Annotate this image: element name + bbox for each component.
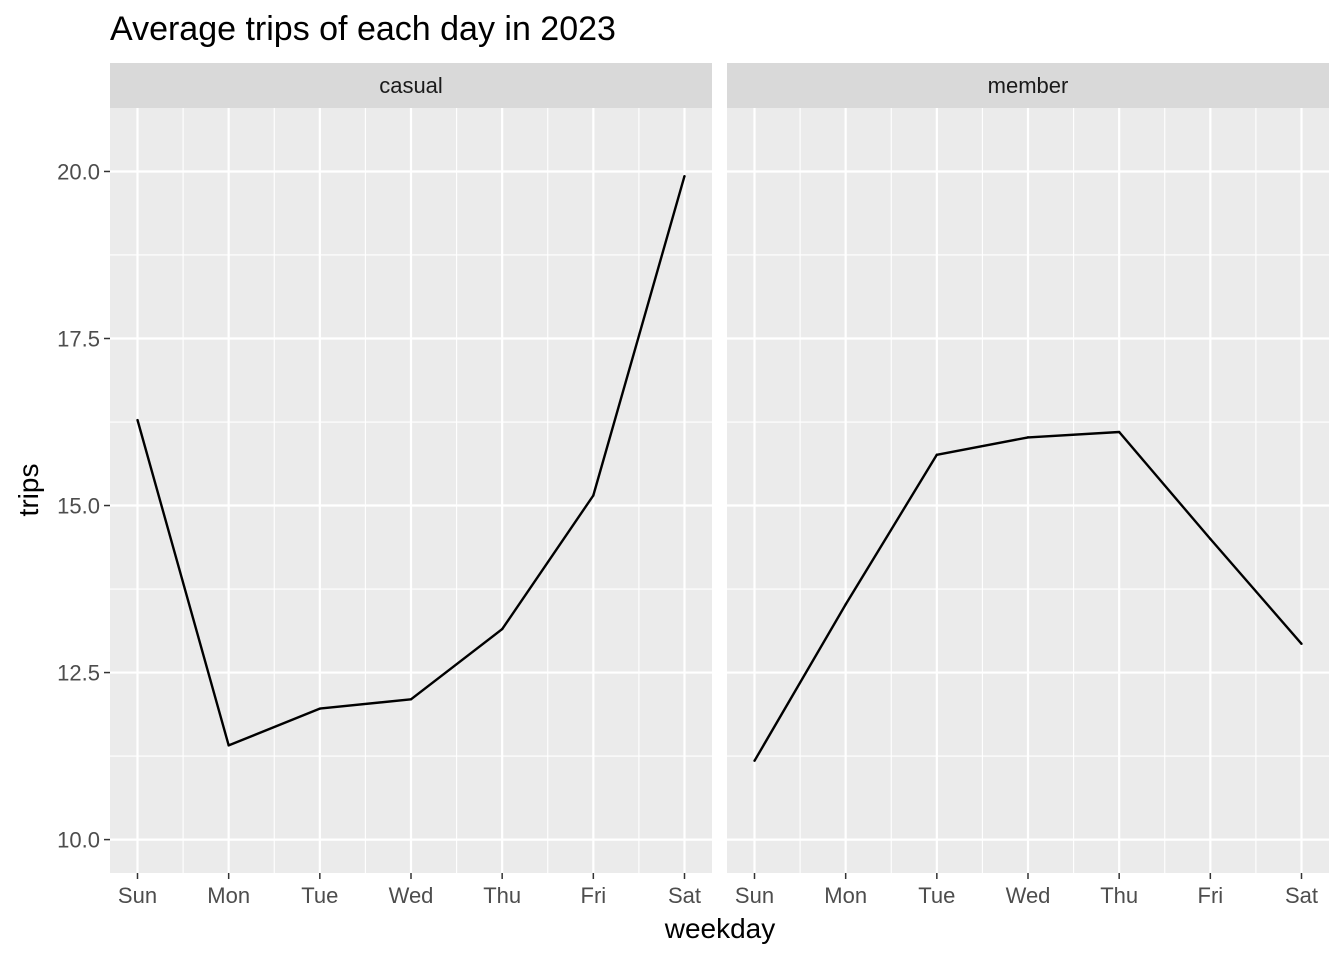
facet-strip: [110, 63, 712, 108]
data-point: [136, 418, 139, 422]
x-tick-label: Fri: [1198, 883, 1224, 908]
facet-panel-member: member Sun Mon Tue Wed Thu Fri Sat: [727, 63, 1329, 908]
x-tick-label: Sat: [668, 883, 701, 908]
x-axis-title: weekday: [664, 913, 776, 944]
chart-title: Average trips of each day in 2023: [110, 10, 616, 48]
data-point: [935, 453, 939, 456]
y-axis-title: trips: [13, 464, 44, 517]
x-tick-label: Thu: [483, 883, 521, 908]
data-point: [683, 174, 686, 178]
facet-panels: casual Sun Mon Tue Wed Thu Fri Sat member Sun Mon T…: [110, 63, 1329, 908]
facet-strip: [727, 63, 1329, 108]
x-tick-label: Sat: [1285, 883, 1318, 908]
data-point: [1117, 430, 1121, 434]
x-tick-label: Sun: [118, 883, 157, 908]
y-tick-label: 12.5: [57, 661, 100, 686]
data-point: [1300, 642, 1303, 646]
data-point: [227, 744, 230, 747]
y-axis: 10.0 12.5 15.0 17.5 20.0: [57, 159, 110, 853]
x-tick-label: Tue: [301, 883, 338, 908]
x-tick-label: Fri: [581, 883, 607, 908]
x-tick-label: Wed: [389, 883, 434, 908]
facet-strip-label: casual: [379, 73, 443, 98]
facet-strip-label: member: [988, 73, 1069, 98]
data-point: [500, 627, 504, 631]
facet-panel-casual: casual Sun Mon Tue Wed Thu Fri Sat: [110, 63, 712, 908]
data-point: [753, 759, 756, 762]
y-tick-label: 15.0: [57, 494, 100, 519]
y-tick-label: 17.5: [57, 327, 100, 352]
data-point: [592, 494, 595, 497]
data-point: [1026, 436, 1030, 439]
x-tick-label: Mon: [824, 883, 867, 908]
data-point: [844, 603, 847, 606]
x-tick-label: Sun: [735, 883, 774, 908]
x-tick-label: Wed: [1006, 883, 1051, 908]
x-tick-label: Mon: [207, 883, 250, 908]
y-tick-label: 20.0: [57, 159, 100, 184]
x-tick-label: Tue: [918, 883, 955, 908]
data-point: [1209, 537, 1212, 541]
y-tick-label: 10.0: [57, 828, 100, 853]
x-tick-label: Thu: [1100, 883, 1138, 908]
data-point: [318, 707, 322, 710]
data-point: [409, 698, 413, 701]
